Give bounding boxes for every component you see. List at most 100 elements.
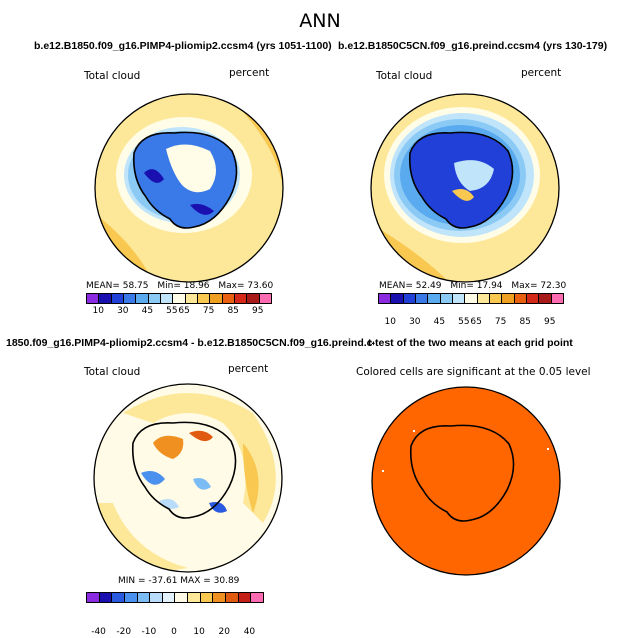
colorbar-tick-label: 65 [178,306,190,316]
panel3-units-label: percent [228,363,269,375]
panel3-variable-label: Total cloud [84,366,141,378]
colorbar-tick-label: 95 [543,317,556,327]
panel4-note: Colored cells are significant at the 0.0… [356,366,591,378]
panel2-title: b.e12.B1850C5CN.f09_g16.preind.ccsm4 (yr… [338,40,608,52]
panel3-minmax: MIN = -37.61 MAX = 30.89 [118,576,240,586]
colorbar-swatch [99,593,113,602]
panel1-min: Min= 18.96 [157,281,210,291]
panel4-insignificant-cell [382,470,384,472]
colorbar-swatch [124,593,138,602]
colorbar-swatch [99,294,112,303]
colorbar-swatch [477,294,490,303]
panel1-units-label: percent [229,67,270,79]
colorbar-tick-label: 85 [519,317,531,327]
panel4-coastline [409,424,515,522]
colorbar-swatch [213,593,227,602]
colorbar-tick-label: 55 [458,317,470,327]
colorbar-swatch [148,294,161,303]
panel4-map [371,386,561,576]
colorbar-tick-label: 75 [202,306,215,316]
colorbar-swatch [111,294,124,303]
panel1-stats: MEAN= 58.75 Min= 18.96 Max= 73.60 [86,281,279,291]
panel2-map [370,93,560,283]
panel3-coastline [131,421,237,519]
colorbar-swatch [173,294,186,303]
colorbar-swatch [489,294,503,303]
panel3-map [93,383,283,573]
colorbar-swatch [136,294,149,303]
colorbar-swatch [251,593,263,602]
colorbar-swatch [200,593,214,602]
colorbar-swatch [403,294,416,303]
colorbar-tick-label: 30 [117,306,129,316]
colorbar-swatch [514,294,527,303]
panel3-cool-patch-2 [193,478,211,490]
panel2-min: Min= 17.94 [450,281,503,291]
colorbar-swatch [465,294,478,303]
panel1-interior-light [166,144,216,193]
colorbar-swatch [379,294,392,303]
colorbar-swatch [222,294,235,303]
panel3-warm-patch [153,435,184,459]
panel3-title: 1850.f09_g16.PIMP4-pliomip2.ccsm4 - b.e1… [6,337,374,349]
colorbar-swatch [150,593,163,602]
panel3-cool-patch-4 [159,499,179,509]
panel2-interior-light [454,160,494,191]
panel2-stats: MEAN= 52.49 Min= 17.94 Max= 72.30 [379,281,572,291]
colorbar-tick-label: 30 [409,317,421,327]
panel4-insignificant-cell-2 [413,430,415,432]
colorbar-tick-label: -10 [141,627,157,637]
panel1-dark-patch-2 [190,203,214,215]
colorbar-tick-label: 45 [141,306,154,316]
panel2-max: Max= 72.30 [511,281,567,291]
colorbar-swatch [188,593,201,602]
panel1-dark-patch [144,169,164,183]
colorbar-tick-label: -20 [116,627,132,637]
colorbar-swatch [440,294,453,303]
panel3-positive-east [243,443,259,513]
colorbar-tick-label: 0 [171,627,177,637]
panel2-variable-label: Total cloud [376,70,433,82]
colorbar-swatch [87,593,100,602]
panel2-units-label: percent [521,67,562,79]
panel3-map-border [93,383,283,573]
panel2-mean: MEAN= 52.49 [379,281,442,291]
colorbar-tick-label: 65 [470,317,482,327]
colorbar-tick-label: 10 [193,627,205,637]
panel2-coastline [408,131,514,229]
colorbar-tick-label: 75 [494,317,507,327]
colorbar-tick-label: 55 [166,306,178,316]
panel2-map-border [370,93,560,283]
colorbar-tick-label: -40 [91,627,106,637]
colorbar-swatch [197,294,211,303]
panel1-colorbar-ticks: 10 30 45 55 65 75 85 95 [86,306,270,317]
colorbar-swatch [210,294,223,303]
colorbar-swatch [175,593,189,602]
colorbar-tick-label: 10 [384,317,396,327]
panel1-mean: MEAN= 58.75 [86,281,149,291]
colorbar-tick-label: 45 [433,317,446,327]
panel4-significance-fill [372,387,560,575]
panel4-insignificant-cell-3 [547,448,549,450]
panel3-cool-patch-3 [209,502,227,513]
panel2-colorbar-ticks: 10 30 45 55 65 75 85 95 [378,317,562,328]
colorbar-swatch [123,294,137,303]
colorbar-swatch [238,593,252,602]
panel3-cool-patch [141,471,165,485]
colorbar-swatch [391,294,404,303]
colorbar-swatch [160,294,174,303]
panel1-colorbar [86,293,272,304]
colorbar-swatch [234,294,248,303]
main-title: ANN [299,10,341,32]
colorbar-swatch [428,294,441,303]
panel1-coastline [132,131,238,229]
panel3-colorbar-ticks: -40 -20 -10 0 10 20 40 [86,627,262,638]
panel1-max: Max= 73.60 [218,281,274,291]
panel2-colorbar [378,293,564,304]
colorbar-tick-label: 40 [243,627,256,637]
panel3-positive-ring [123,393,276,523]
colorbar-swatch [452,294,466,303]
panel1-map [94,93,284,283]
colorbar-swatch [185,294,198,303]
panel3-colorbar [86,592,264,603]
